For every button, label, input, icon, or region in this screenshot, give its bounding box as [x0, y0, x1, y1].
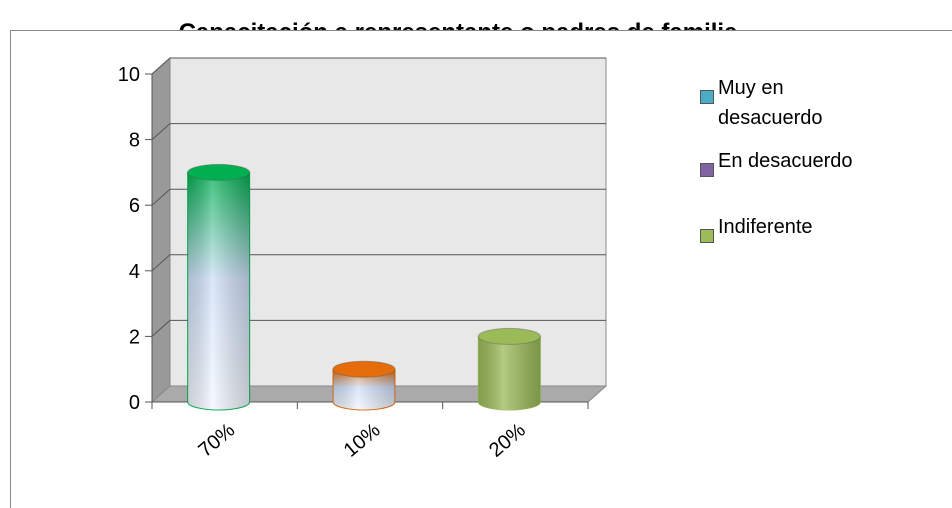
bar [477, 327, 541, 411]
bar-top [477, 327, 541, 345]
legend-label: En desacuerdo [718, 150, 853, 172]
y-tick-label: 2 [129, 326, 140, 348]
grid-line-side [151, 254, 171, 272]
x-tick-label: 20% [485, 419, 530, 462]
bar-shade [187, 172, 250, 410]
grid-line-side [151, 123, 171, 140]
bar-top [187, 163, 251, 181]
y-tick-label: 6 [129, 195, 140, 217]
bar [332, 360, 396, 411]
grid-line-side [151, 188, 171, 206]
y-tick-label: 10 [118, 64, 140, 86]
legend-swatch [700, 90, 714, 104]
side-wall [151, 56, 171, 404]
y-tick-label: 8 [129, 130, 140, 152]
bar-shade [478, 336, 541, 410]
bar-top [332, 360, 396, 378]
y-tick-label: 0 [129, 392, 140, 414]
legend-label: Muy en desacuerdo [718, 77, 823, 129]
chart-title: Capacitación a representante o padres de… [179, 19, 739, 46]
legend-swatch [700, 163, 714, 177]
grid-line-side [151, 57, 171, 75]
chart-frame [10, 30, 952, 508]
x-tick-label: 70% [194, 419, 239, 462]
bar [187, 163, 251, 411]
bar-shade [333, 369, 395, 410]
x-tick-label: 10% [340, 419, 385, 462]
y-tick-label: 4 [129, 261, 140, 283]
grid-line-side [151, 320, 171, 337]
legend-label: Indiferente [718, 216, 813, 238]
legend-swatch [700, 229, 714, 243]
